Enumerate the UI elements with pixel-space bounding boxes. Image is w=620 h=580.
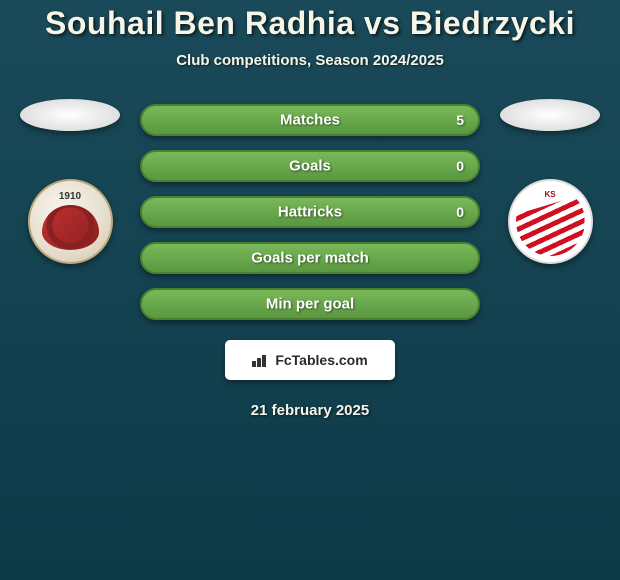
stat-label: Hattricks: [278, 204, 342, 221]
branding-text: FcTables.com: [275, 352, 367, 368]
header: Souhail Ben Radhia vs Biedrzycki Club co…: [0, 0, 620, 69]
player-left-column: [15, 104, 125, 264]
stat-right-value: 5: [456, 112, 464, 128]
club-right-badge: [508, 179, 593, 264]
stat-right-value: 0: [456, 158, 464, 174]
page-title: Souhail Ben Radhia vs Biedrzycki: [0, 5, 620, 42]
footer-date: 21 february 2025: [0, 402, 620, 419]
club-left-badge: [28, 179, 113, 264]
stat-bar-hattricks: Hattricks 0: [140, 196, 480, 228]
stat-label: Min per goal: [266, 296, 354, 313]
player-left-photo: [20, 99, 120, 131]
bars-chart-icon: [252, 353, 270, 367]
stat-label: Matches: [280, 112, 340, 129]
player-right-column: [495, 104, 605, 264]
stat-right-value: 0: [456, 204, 464, 220]
stat-bars: Matches 5 Goals 0 Hattricks 0 Goals per …: [140, 104, 480, 320]
stat-label: Goals: [289, 158, 331, 175]
stat-bar-matches: Matches 5: [140, 104, 480, 136]
stat-bar-min-per-goal: Min per goal: [140, 288, 480, 320]
branding-box[interactable]: FcTables.com: [225, 340, 395, 380]
page-subtitle: Club competitions, Season 2024/2025: [0, 52, 620, 69]
stat-bar-goals-per-match: Goals per match: [140, 242, 480, 274]
stat-bar-goals: Goals 0: [140, 150, 480, 182]
stat-label: Goals per match: [251, 250, 369, 267]
comparison-content: Matches 5 Goals 0 Hattricks 0 Goals per …: [0, 104, 620, 320]
player-right-photo: [500, 99, 600, 131]
